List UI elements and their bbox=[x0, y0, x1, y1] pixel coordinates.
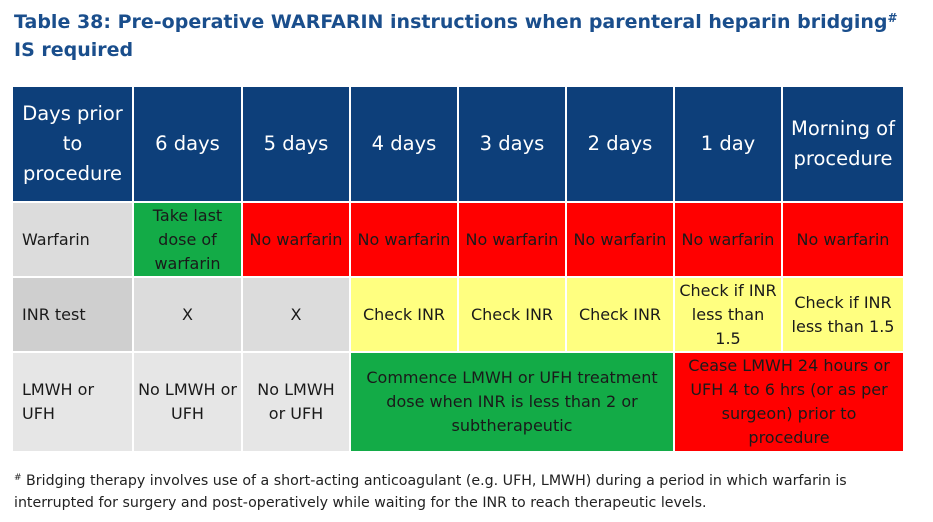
row-label-warfarin: Warfarin bbox=[11, 201, 134, 278]
cell-warfarin-2-days: No warfarin bbox=[565, 201, 675, 278]
cell-warfarin-3-days: No warfarin bbox=[457, 201, 567, 278]
cell-inr-1-day: Check if INR less than 1.5 bbox=[673, 276, 783, 353]
header-morning-of-procedure: Morning of procedure bbox=[781, 85, 905, 203]
table-header-row: Days prior to procedure 6 days 5 days 4 … bbox=[11, 85, 905, 203]
cell-lmwh-commence: Commence LMWH or UFH treatment dose when… bbox=[349, 351, 675, 453]
footnote-marker: # bbox=[14, 473, 22, 483]
header-2-days: 2 days bbox=[565, 85, 675, 203]
header-5-days: 5 days bbox=[241, 85, 351, 203]
cell-inr-6-days: X bbox=[132, 276, 243, 353]
cell-lmwh-5-days: No LMWH or UFH bbox=[241, 351, 351, 453]
table-row-lmwh-ufh: LMWH or UFH No LMWH or UFH No LMWH or UF… bbox=[11, 351, 905, 453]
cell-lmwh-6-days: No LMWH or UFH bbox=[132, 351, 243, 453]
table-row-inr-test: INR test X X Check INR Check INR Check I… bbox=[11, 276, 905, 353]
header-6-days: 6 days bbox=[132, 85, 243, 203]
footnote-text: Bridging therapy involves use of a short… bbox=[14, 473, 847, 511]
cell-warfarin-4-days: No warfarin bbox=[349, 201, 459, 278]
cell-warfarin-morning: No warfarin bbox=[781, 201, 905, 278]
footnote: # Bridging therapy involves use of a sho… bbox=[14, 467, 919, 514]
header-3-days: 3 days bbox=[457, 85, 567, 203]
cell-inr-5-days: X bbox=[241, 276, 351, 353]
header-days-prior: Days prior to procedure bbox=[11, 85, 134, 203]
row-label-inr-test: INR test bbox=[11, 276, 134, 353]
warfarin-instructions-table: Days prior to procedure 6 days 5 days 4 … bbox=[11, 85, 905, 453]
cell-inr-morning: Check if INR less than 1.5 bbox=[781, 276, 905, 353]
table-row-warfarin: Warfarin Take last dose of warfarin No w… bbox=[11, 201, 905, 278]
header-1-day: 1 day bbox=[673, 85, 783, 203]
header-4-days: 4 days bbox=[349, 85, 459, 203]
bridging-footnote-marker: # bbox=[887, 11, 898, 25]
cell-inr-4-days: Check INR bbox=[349, 276, 459, 353]
cell-warfarin-5-days: No warfarin bbox=[241, 201, 351, 278]
table-title-text: Table 38: Pre-operative WARFARIN instruc… bbox=[14, 11, 888, 33]
cell-lmwh-cease: Cease LMWH 24 hours or UFH 4 to 6 hrs (o… bbox=[673, 351, 905, 453]
cell-inr-3-days: Check INR bbox=[457, 276, 567, 353]
table-title-text-end: IS required bbox=[14, 39, 134, 61]
cell-warfarin-6-days: Take last dose of warfarin bbox=[132, 201, 243, 278]
cell-warfarin-1-day: No warfarin bbox=[673, 201, 783, 278]
cell-inr-2-days: Check INR bbox=[565, 276, 675, 353]
table-title: Table 38: Pre-operative WARFARIN instruc… bbox=[14, 4, 914, 64]
row-label-lmwh-ufh: LMWH or UFH bbox=[11, 351, 134, 453]
